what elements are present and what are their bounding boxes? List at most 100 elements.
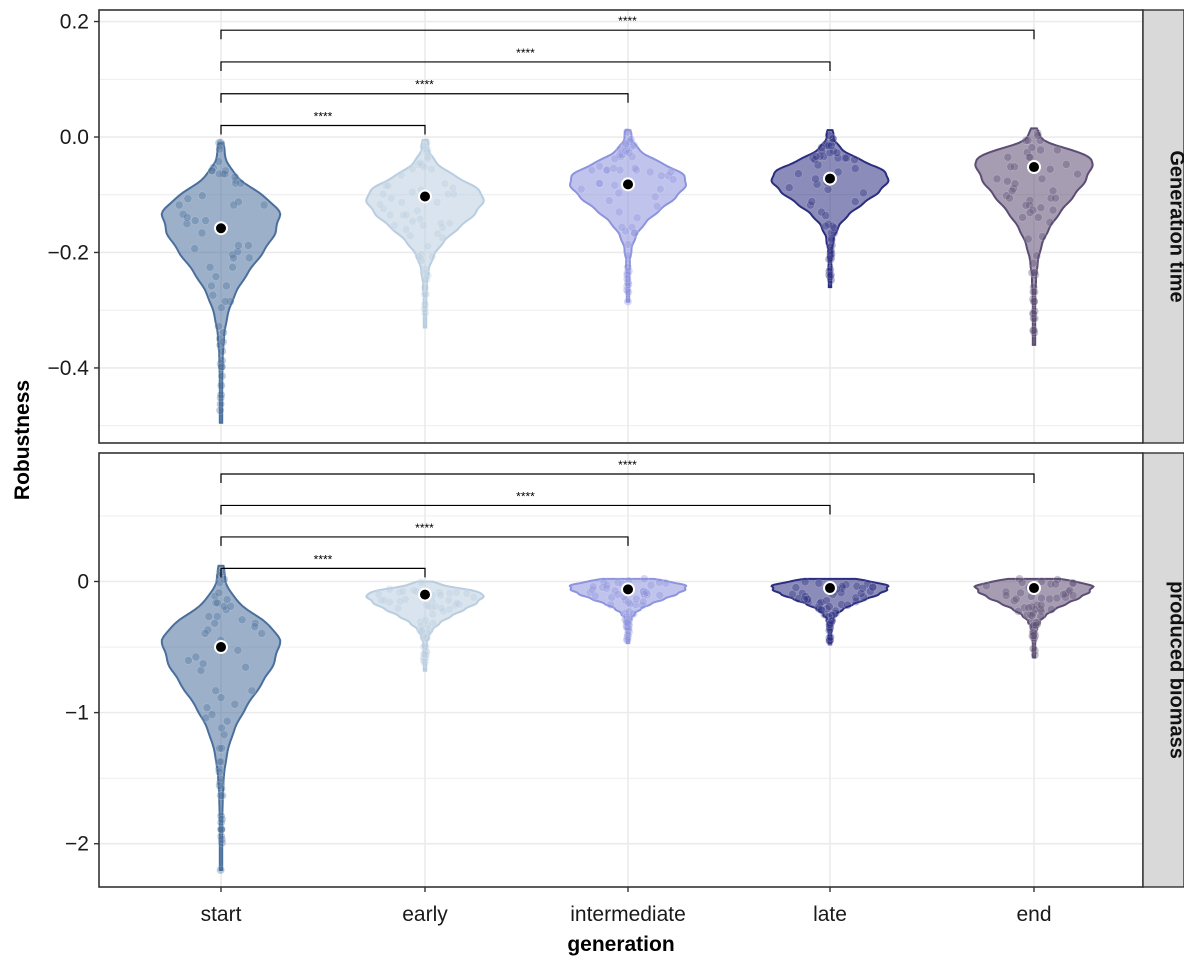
- data-point: [440, 179, 450, 188]
- mean-point-intermediate: [621, 177, 635, 192]
- data-point: [828, 134, 838, 144]
- data-point: [191, 652, 201, 662]
- data-point: [610, 154, 620, 163]
- data-point: [604, 196, 614, 205]
- data-point: [661, 578, 671, 588]
- data-point: [1059, 590, 1068, 599]
- data-point: [623, 617, 632, 627]
- data-point: [202, 703, 212, 713]
- data-point: [663, 171, 673, 181]
- data-point: [250, 622, 260, 631]
- data-point: [437, 603, 446, 613]
- data-point: [640, 589, 649, 599]
- data-point: [1045, 164, 1055, 174]
- data-point: [395, 596, 405, 606]
- data-point: [203, 625, 213, 635]
- data-point: [655, 578, 664, 587]
- violin-start: [160, 564, 282, 871]
- data-point: [1068, 591, 1078, 600]
- data-point: [625, 599, 635, 609]
- data-point: [821, 221, 831, 231]
- data-point: [622, 619, 632, 629]
- data-point: [624, 607, 634, 617]
- data-point: [623, 619, 633, 629]
- data-point: [851, 593, 861, 603]
- data-point: [216, 393, 225, 403]
- data-point: [827, 616, 837, 626]
- data-point: [433, 229, 443, 238]
- y-axis-title: Robustness: [11, 380, 34, 500]
- data-point: [825, 148, 835, 158]
- data-point: [843, 600, 852, 610]
- data-point: [207, 281, 216, 291]
- data-point: [816, 597, 826, 607]
- y-tick-label: 0: [77, 570, 89, 593]
- significance-bracket: [220, 93, 629, 103]
- data-point: [822, 139, 832, 149]
- data-point: [407, 187, 417, 197]
- significance-label: ****: [314, 109, 333, 123]
- data-point: [197, 228, 207, 238]
- data-point: [822, 604, 832, 614]
- data-point: [229, 200, 238, 210]
- data-point: [244, 253, 254, 263]
- data-point: [588, 585, 597, 594]
- data-point: [400, 594, 410, 604]
- data-point: [421, 647, 431, 657]
- data-point: [1029, 297, 1039, 306]
- significance-bracket: [220, 504, 831, 515]
- x-tick-label: start: [201, 903, 242, 926]
- data-point: [621, 595, 630, 605]
- data-point: [824, 602, 834, 611]
- data-point: [828, 221, 837, 231]
- data-point: [1021, 201, 1031, 210]
- data-point: [1010, 162, 1019, 172]
- data-point: [220, 169, 230, 179]
- data-point: [419, 631, 428, 641]
- data-point: [610, 586, 620, 596]
- data-point: [620, 615, 630, 624]
- data-point: [1023, 148, 1032, 157]
- data-point: [815, 599, 825, 608]
- data-point: [827, 610, 837, 620]
- data-point: [397, 198, 407, 207]
- data-point: [1003, 152, 1013, 162]
- data-point: [190, 244, 199, 253]
- data-point: [1046, 193, 1056, 203]
- data-point: [432, 198, 442, 207]
- data-point: [385, 210, 395, 220]
- significance-bracket: [220, 29, 1035, 40]
- data-point: [218, 791, 227, 800]
- data-point: [801, 592, 810, 601]
- data-point: [645, 167, 655, 177]
- data-point: [228, 262, 237, 272]
- data-point: [230, 699, 240, 709]
- data-point: [1028, 622, 1038, 632]
- data-point: [1037, 577, 1046, 586]
- data-point: [452, 588, 461, 597]
- data-point: [825, 636, 835, 646]
- data-point: [622, 617, 631, 627]
- data-point: [396, 171, 406, 180]
- data-point: [1030, 306, 1039, 316]
- data-point: [216, 757, 226, 767]
- data-point: [623, 632, 633, 642]
- x-tick-label: intermediate: [570, 903, 686, 926]
- data-point: [817, 146, 827, 156]
- data-point: [215, 781, 224, 790]
- data-point: [1030, 646, 1040, 655]
- data-point: [216, 359, 225, 369]
- data-point: [1028, 627, 1038, 637]
- panel-produced-biomass: **** **** **** **** 0 −1 −2 produced biomass: [65, 452, 1184, 888]
- data-point: [436, 219, 446, 228]
- data-point: [1045, 217, 1055, 227]
- data-point: [211, 686, 220, 696]
- data-point: [624, 266, 634, 276]
- data-point: [1029, 633, 1038, 642]
- data-point: [793, 594, 803, 603]
- data-point: [624, 620, 634, 629]
- data-point: [812, 179, 822, 189]
- x-tick-label: late: [813, 903, 847, 926]
- data-point: [424, 625, 434, 635]
- data-point: [1073, 169, 1082, 179]
